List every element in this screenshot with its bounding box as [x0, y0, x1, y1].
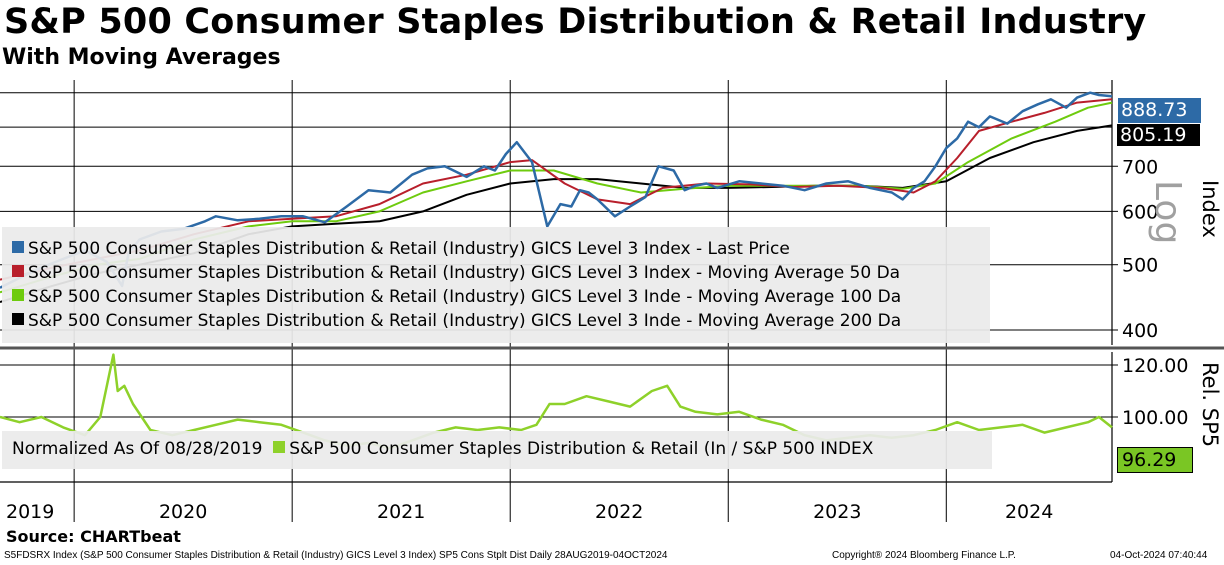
lower-axis-title: Rel. SP5 — [1198, 362, 1222, 448]
footer-copyright: Copyright® 2024 Bloomberg Finance L.P. — [832, 550, 1016, 561]
legend-label: S&P 500 Consumer Staples Distribution & … — [28, 287, 902, 307]
chart-title: S&P 500 Consumer Staples Distribution & … — [4, 2, 1147, 42]
legend-item-relative: Normalized As Of 08/28/2019 S&P 500 Cons… — [12, 439, 873, 459]
upper-legend: S&P 500 Consumer Staples Distribution & … — [2, 227, 990, 343]
y-tick-label: 600 — [1122, 201, 1158, 223]
last-price-tag: 888.73 — [1117, 97, 1202, 124]
normalized-note: Normalized As Of 08/28/2019 — [12, 439, 263, 459]
series-ma50-line — [0, 98, 1113, 281]
year-tick-label: 2020 — [159, 501, 207, 523]
ma-value-tag: 805.19 — [1117, 124, 1200, 146]
rel-tick-label: 120.00 — [1122, 355, 1188, 377]
legend-item-last-price: S&P 500 Consumer Staples Distribution & … — [12, 239, 790, 259]
source-note: Source: CHARTbeat — [6, 527, 181, 546]
legend-swatch — [12, 313, 24, 325]
series-last-price-line — [0, 91, 1113, 289]
footer-timestamp: 04-Oct-2024 07:40:44 — [1110, 550, 1208, 561]
rel-tick-label: 100.00 — [1122, 407, 1188, 429]
legend-label: S&P 500 Consumer Staples Distribution & … — [28, 311, 902, 331]
y-tick-label: 400 — [1122, 320, 1158, 342]
legend-item-ma200: S&P 500 Consumer Staples Distribution & … — [12, 311, 901, 331]
y-tick-label: 700 — [1122, 156, 1158, 178]
log-scale-label: Log — [1147, 180, 1188, 245]
legend-label: S&P 500 Consumer Staples Distribution & … — [289, 439, 874, 459]
relative-value-tag: 96.29 — [1117, 447, 1193, 473]
year-tick-label: 2022 — [595, 501, 643, 523]
legend-swatch — [273, 441, 286, 453]
upper-axis-title: Index — [1198, 180, 1222, 238]
legend-swatch — [12, 289, 24, 301]
year-tick-label: 2021 — [377, 501, 425, 523]
legend-label: S&P 500 Consumer Staples Distribution & … — [28, 263, 901, 283]
legend-item-ma100: S&P 500 Consumer Staples Distribution & … — [12, 287, 901, 307]
y-tick-label: 500 — [1122, 255, 1158, 277]
year-tick-label: 2023 — [813, 501, 861, 523]
chart-subtitle: With Moving Averages — [2, 45, 281, 70]
footer-ticker-info: S5FDSRX Index (S&P 500 Consumer Staples … — [4, 550, 668, 561]
lower-legend: Normalized As Of 08/28/2019 S&P 500 Cons… — [2, 431, 992, 469]
legend-item-ma50: S&P 500 Consumer Staples Distribution & … — [12, 263, 900, 283]
year-tick-label: 2024 — [1005, 501, 1053, 523]
legend-swatch — [12, 265, 24, 277]
legend-swatch — [12, 241, 24, 253]
year-tick-label: 2019 — [6, 501, 54, 523]
legend-label: S&P 500 Consumer Staples Distribution & … — [28, 239, 790, 259]
